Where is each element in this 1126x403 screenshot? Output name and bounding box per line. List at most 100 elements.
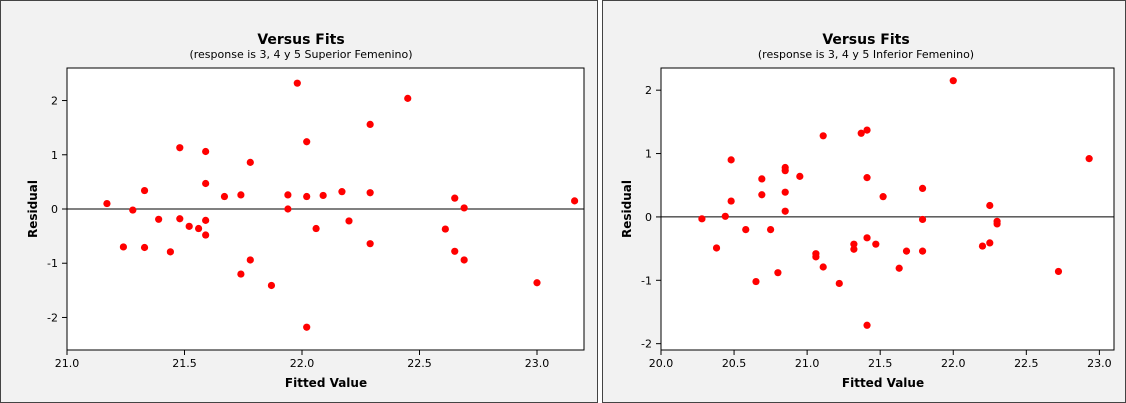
x-tick-label: 21.5 xyxy=(172,357,197,370)
data-point xyxy=(202,179,210,188)
data-point xyxy=(195,224,203,233)
data-point xyxy=(978,242,987,250)
x-tick-label: 23.0 xyxy=(525,357,550,370)
data-point xyxy=(319,191,327,200)
x-tick-label: 21.0 xyxy=(55,357,80,370)
data-point xyxy=(284,191,292,199)
data-point xyxy=(819,263,827,271)
data-point xyxy=(345,217,353,225)
axis-ticks: 21.0 21.5 22.0 22.5 23.0 -2 -1 0 1 2 xyxy=(47,95,549,370)
data-point xyxy=(812,253,820,261)
data-point xyxy=(895,264,903,272)
y-axis-label: Residual xyxy=(620,180,634,238)
data-point xyxy=(237,270,245,278)
data-point xyxy=(338,188,346,196)
x-tick-label: 22.5 xyxy=(1014,357,1038,370)
data-point xyxy=(727,197,735,205)
data-points xyxy=(103,79,579,331)
data-point xyxy=(857,129,865,137)
chart-subtitle: (response is 3, 4 y 5 Superior Femenino) xyxy=(189,48,412,61)
data-point xyxy=(237,191,245,199)
y-tick-label: 1 xyxy=(645,148,652,161)
data-point xyxy=(140,243,149,252)
data-point xyxy=(918,184,927,193)
plot-area xyxy=(660,67,1115,351)
data-point xyxy=(185,222,193,230)
data-point xyxy=(774,269,782,277)
data-point xyxy=(176,144,184,152)
data-point xyxy=(103,199,111,208)
y-axis-label: Residual xyxy=(26,180,40,238)
data-point xyxy=(293,79,301,87)
y-tick-label: 1 xyxy=(51,149,58,162)
data-point xyxy=(202,216,210,224)
y-tick-label: 0 xyxy=(645,211,652,224)
data-point xyxy=(533,279,541,287)
data-point xyxy=(986,201,994,210)
x-tick-label: 21.0 xyxy=(795,357,820,370)
data-point xyxy=(850,240,858,248)
data-point xyxy=(781,188,789,196)
data-point xyxy=(303,192,311,201)
data-point xyxy=(155,215,163,223)
data-point xyxy=(404,94,412,102)
chart-panel-inferior: Versus Fits (response is 3, 4 y 5 Inferi… xyxy=(602,0,1126,403)
data-point xyxy=(850,245,858,253)
y-tick-label: -2 xyxy=(641,338,652,351)
data-point xyxy=(246,256,254,264)
y-tick-label: -1 xyxy=(641,274,652,287)
x-tick-label: 23.0 xyxy=(1087,357,1112,370)
data-point xyxy=(781,167,789,175)
data-point xyxy=(721,212,729,220)
data-point xyxy=(284,205,292,213)
data-point xyxy=(879,193,887,201)
y-tick-label: -1 xyxy=(47,257,58,270)
data-point xyxy=(758,175,766,183)
data-point xyxy=(140,186,149,195)
data-point xyxy=(742,225,750,234)
x-tick-label: 21.5 xyxy=(868,357,893,370)
data-point xyxy=(863,126,871,134)
data-point xyxy=(902,247,911,255)
data-point xyxy=(796,172,804,180)
data-point xyxy=(1054,267,1063,276)
x-tick-label: 20.0 xyxy=(649,357,674,370)
data-point xyxy=(441,225,449,233)
scatter-chart-inferior: Versus Fits (response is 3, 4 y 5 Inferi… xyxy=(620,32,1115,390)
data-point xyxy=(366,120,374,128)
chart-title: Versus Fits xyxy=(822,32,909,48)
data-point xyxy=(246,158,254,166)
y-tick-label: 0 xyxy=(51,203,58,216)
data-point xyxy=(220,192,229,201)
data-point xyxy=(460,204,468,212)
axis-ticks: 20.0 20.5 21.0 21.5 22.0 22.5 23.0 -2 -1 0 1 2 xyxy=(641,84,1112,370)
data-point xyxy=(712,244,721,252)
x-tick-label: 22.0 xyxy=(290,357,315,370)
data-point xyxy=(202,231,210,239)
y-tick-label: 2 xyxy=(645,84,652,97)
data-point xyxy=(766,225,775,234)
data-point xyxy=(918,247,927,255)
data-point xyxy=(863,234,871,242)
x-axis-label: Fitted Value xyxy=(842,376,924,390)
data-point xyxy=(863,174,871,182)
data-point xyxy=(571,197,579,205)
data-point xyxy=(129,206,137,214)
data-point xyxy=(267,281,276,290)
data-point xyxy=(166,248,174,256)
data-point xyxy=(202,147,210,156)
data-point xyxy=(993,220,1001,228)
data-point xyxy=(727,156,735,164)
data-point xyxy=(366,240,374,248)
data-point xyxy=(119,243,127,251)
chart-title: Versus Fits xyxy=(257,32,344,48)
data-point xyxy=(698,215,706,223)
y-tick-label: 2 xyxy=(51,95,58,108)
x-tick-label: 20.5 xyxy=(722,357,747,370)
x-axis-label: Fitted Value xyxy=(285,376,367,390)
y-tick-label: -2 xyxy=(47,311,58,324)
data-point xyxy=(451,247,459,255)
data-points xyxy=(698,77,1093,329)
data-point xyxy=(303,138,311,146)
x-tick-label: 22.0 xyxy=(941,357,966,370)
